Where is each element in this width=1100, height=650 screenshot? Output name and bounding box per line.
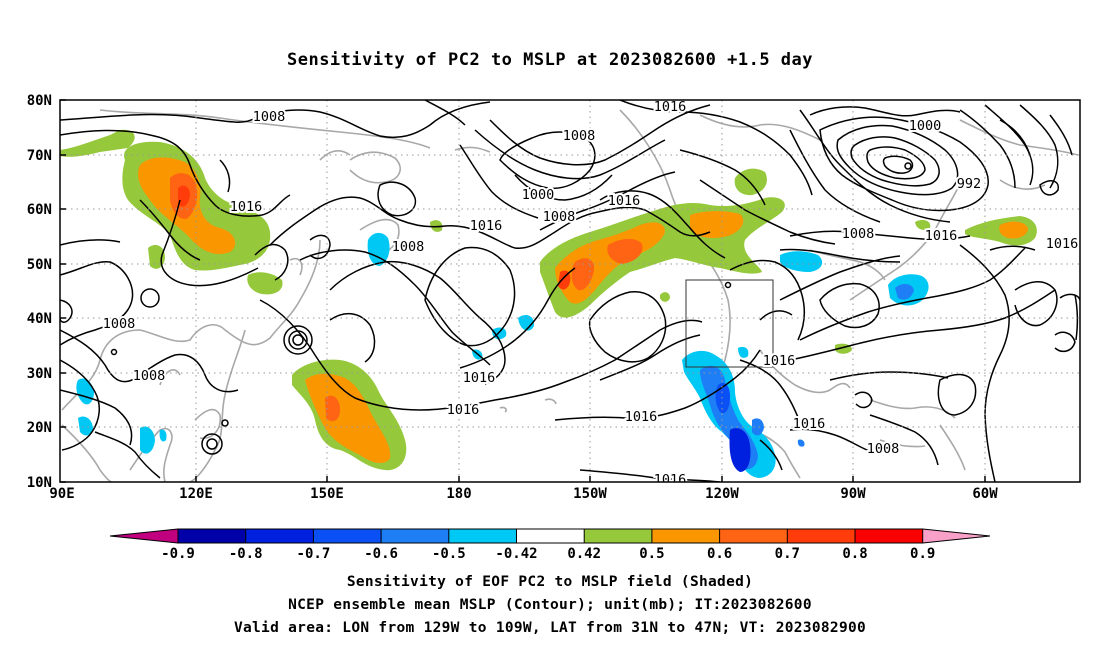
colorbar-segment bbox=[178, 529, 246, 543]
contour-label: 1016 bbox=[463, 370, 496, 386]
colorbar-segment bbox=[719, 529, 788, 543]
lat-label: 70N bbox=[27, 148, 52, 164]
contour-label: 1008 bbox=[253, 109, 286, 125]
colorbar-tick-label: 0.8 bbox=[842, 546, 867, 562]
valid-area-box bbox=[685, 279, 774, 368]
colorbar-tick-label: -0.7 bbox=[297, 546, 331, 562]
lon-label: 150E bbox=[310, 486, 344, 502]
colorbar-segment bbox=[651, 529, 720, 543]
colorbar-tick-label: -0.9 bbox=[161, 546, 195, 562]
colorbar-tick-label: 0.6 bbox=[707, 546, 732, 562]
colorbar-segment bbox=[516, 529, 585, 543]
contour-label: 992 bbox=[957, 176, 981, 192]
lon-label: 150W bbox=[573, 486, 607, 502]
lat-label: 10N bbox=[27, 475, 52, 491]
colorbar-segment bbox=[381, 529, 449, 543]
lon-label: 90E bbox=[49, 486, 74, 502]
contour-label: 1016 bbox=[1046, 236, 1079, 252]
contour-label: 1008 bbox=[867, 441, 900, 457]
contour-label: 1016 bbox=[230, 199, 263, 215]
colorbar-segment bbox=[448, 529, 517, 543]
contour-label: 1016 bbox=[447, 402, 480, 418]
lon-label: 120W bbox=[705, 486, 739, 502]
contour-label: 1008 bbox=[543, 209, 576, 225]
contour-label: 1000 bbox=[909, 118, 942, 134]
lon-label: 180 bbox=[446, 486, 471, 502]
contour-label: 1016 bbox=[654, 472, 687, 488]
contour-label: 1008 bbox=[563, 128, 596, 144]
lon-label: 90W bbox=[840, 486, 866, 502]
lon-label: 60W bbox=[972, 486, 998, 502]
colorbar-tick-label: -0.8 bbox=[229, 546, 263, 562]
axis-ticks bbox=[60, 99, 986, 483]
caption-valid-area: Valid area: LON from 129W to 109W, LAT f… bbox=[233, 620, 867, 636]
contour-label: 1008 bbox=[103, 316, 136, 332]
contour-label: 1016 bbox=[925, 228, 958, 244]
lat-label: 30N bbox=[27, 366, 52, 382]
coastlines bbox=[61, 109, 1079, 482]
contour-label: 1008 bbox=[392, 239, 425, 255]
positive-sensitivity-shading bbox=[60, 129, 1037, 471]
lat-label: 60N bbox=[27, 202, 52, 218]
map-border bbox=[59, 99, 1081, 483]
colorbar-tick-label: -0.42 bbox=[495, 546, 537, 562]
longitude-labels: 90E 120E 150E 180 150W 120W 90W 60W bbox=[49, 486, 998, 502]
lon-label: 120E bbox=[179, 486, 213, 502]
colorbar-tick-label: 0.5 bbox=[639, 546, 664, 562]
colorbar-segment bbox=[584, 529, 652, 543]
contour-label: 1016 bbox=[608, 193, 641, 209]
colorbar-tick-label: 0.42 bbox=[567, 546, 601, 562]
colorbar-segment bbox=[313, 529, 382, 543]
colorbar-segment bbox=[855, 529, 923, 543]
contour-label: 1016 bbox=[763, 353, 796, 369]
contour-label: 1016 bbox=[470, 218, 503, 234]
contour-label: 1008 bbox=[133, 368, 166, 384]
colorbar-tick-label: 0.7 bbox=[775, 546, 800, 562]
contour-labels: 1008 1016 1016 1008 1016 1000 1008 1008 … bbox=[101, 99, 1080, 488]
colorbar-tick-label: -0.6 bbox=[364, 546, 398, 562]
colorbar-tick-label: -0.5 bbox=[432, 546, 466, 562]
contour-label: 1016 bbox=[793, 416, 826, 432]
page-title: Sensitivity of PC2 to MSLP at 2023082600… bbox=[286, 50, 813, 70]
colorbar: -0.9 -0.8 -0.7 -0.6 -0.5 -0.42 0.42 0.5 … bbox=[109, 528, 991, 562]
caption-shading: Sensitivity of EOF PC2 to MSLP field (Sh… bbox=[346, 574, 754, 590]
contour-label: 1016 bbox=[625, 409, 658, 425]
contour-label: 1008 bbox=[842, 226, 875, 242]
caption-contour: NCEP ensemble mean MSLP (Contour); unit(… bbox=[288, 597, 812, 613]
contour-label: 1016 bbox=[654, 99, 687, 115]
colorbar-segment bbox=[245, 529, 314, 543]
lat-label: 20N bbox=[27, 420, 52, 436]
colorbar-segment bbox=[922, 529, 990, 543]
lat-label: 80N bbox=[27, 93, 52, 109]
contour-label: 1000 bbox=[522, 187, 555, 203]
colorbar-segment bbox=[110, 529, 178, 543]
colorbar-tick-label: 0.9 bbox=[910, 546, 935, 562]
lat-label: 40N bbox=[27, 311, 52, 327]
latitude-labels: 80N 70N 60N 50N 40N 30N 20N 10N bbox=[27, 93, 52, 491]
colorbar-segment bbox=[787, 529, 855, 543]
lat-label: 50N bbox=[27, 257, 52, 273]
